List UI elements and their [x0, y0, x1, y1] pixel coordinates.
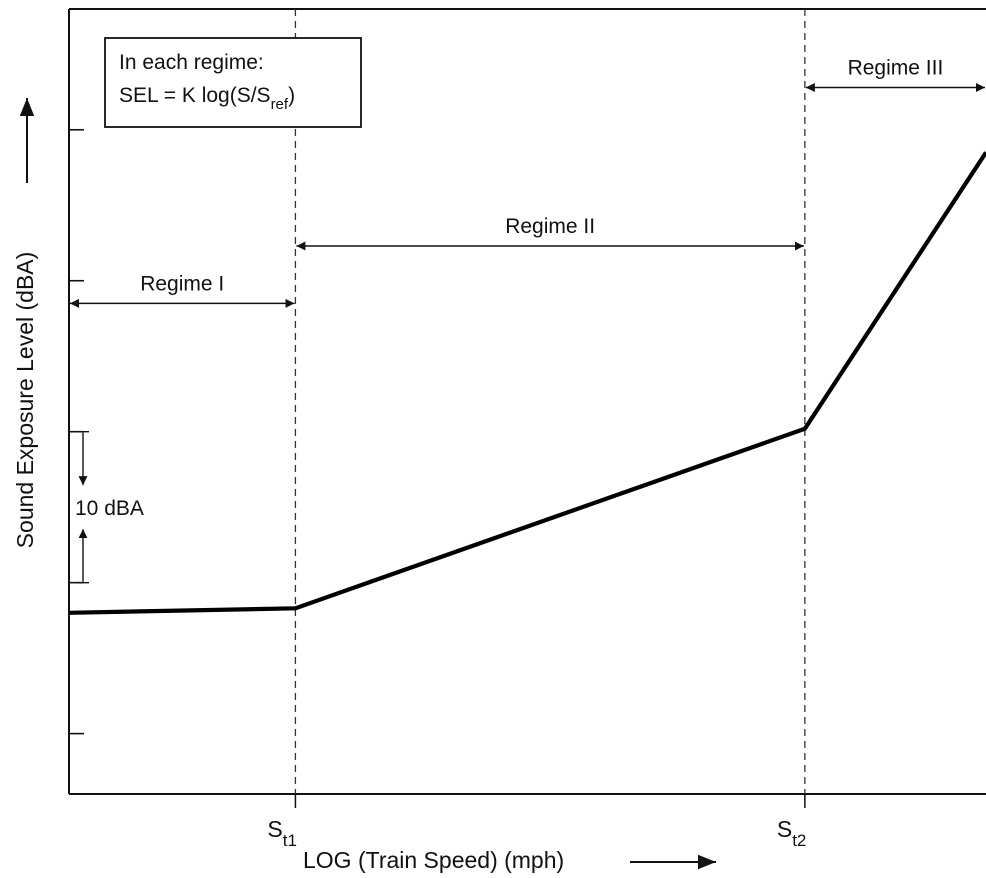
- formula-line-2: SEL = K log(S/Sref): [119, 84, 295, 113]
- y-axis-title: Sound Exposure Level (dBA): [12, 252, 38, 549]
- x-tick-label-sub: t2: [792, 831, 806, 850]
- x-axis-title: LOG (Train Speed) (mph): [303, 847, 564, 873]
- series-group: [68, 151, 986, 615]
- breakpoint-guides: [294, 9, 806, 794]
- x-tick-label: St2: [777, 816, 807, 850]
- y-axis-title-group: Sound Exposure Level (dBA): [12, 98, 38, 548]
- regime-label: Regime III: [848, 57, 944, 80]
- formula-close: ): [288, 84, 295, 107]
- formula-sub: ref: [271, 96, 289, 113]
- sel-series-line: [68, 151, 986, 615]
- x-tick-label-sub: t1: [283, 831, 297, 850]
- plot-frame: [68, 8, 986, 795]
- regime-label: Regime II: [505, 215, 595, 238]
- x-tick-label-main: S: [267, 816, 282, 842]
- formula-box: In each regime: SEL = K log(S/Sref): [104, 37, 362, 128]
- formula-box-border: [104, 37, 362, 128]
- formula-main: SEL = K log(S/S: [119, 84, 271, 107]
- x-tick-label: St1: [267, 816, 297, 850]
- regime-label: Regime I: [140, 272, 224, 295]
- formula-line-1: In each regime:: [119, 51, 264, 74]
- x-ticks: St1 St2: [267, 794, 806, 850]
- regime-spans: Regime I Regime II Regime III: [70, 57, 985, 308]
- x-axis-title-group: LOG (Train Speed) (mph): [303, 847, 716, 873]
- scale-bar: 10 dBA: [72, 430, 147, 584]
- scale-bar-label: 10 dBA: [75, 497, 144, 520]
- x-tick-label-main: S: [777, 816, 792, 842]
